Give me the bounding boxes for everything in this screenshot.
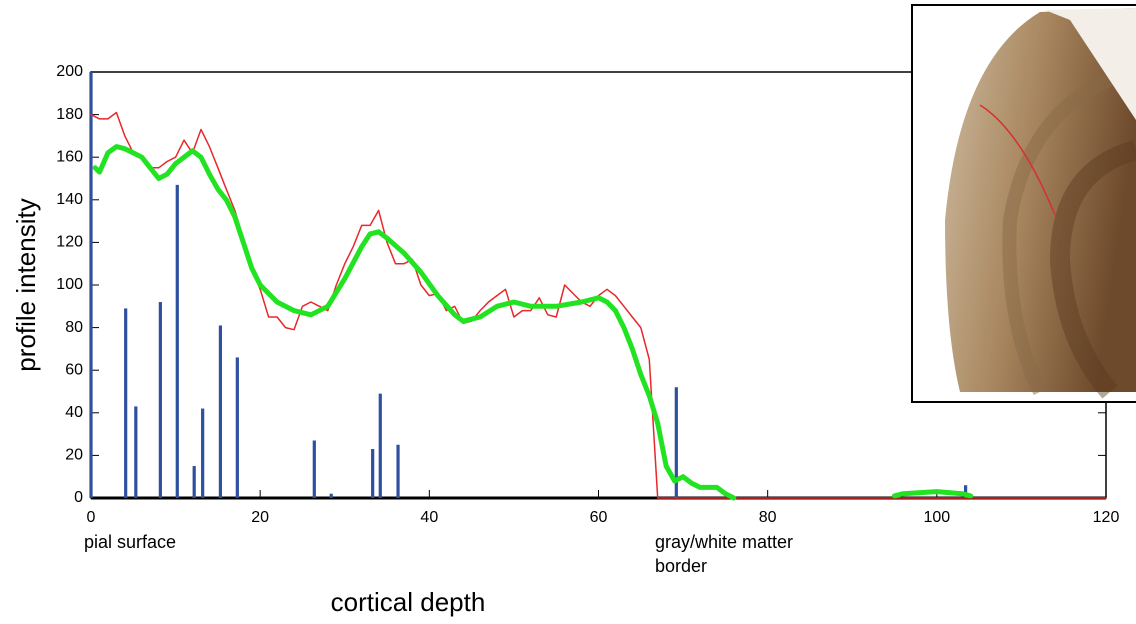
y-tick-label: 60 bbox=[65, 361, 83, 378]
x-tick-label: 60 bbox=[590, 509, 608, 526]
bar bbox=[89, 72, 93, 498]
bar bbox=[175, 184, 179, 498]
inset-micrograph bbox=[911, 4, 1136, 403]
x-tick-label: 40 bbox=[420, 509, 438, 526]
bar bbox=[218, 325, 223, 498]
plot-area: 0 20 40 60 80 100 120 140 160 180 200 0 20 40 60 80 100 1… bbox=[56, 63, 1119, 526]
x-tick-label: 0 bbox=[87, 509, 96, 526]
bar bbox=[201, 408, 205, 498]
bar bbox=[963, 485, 968, 498]
bar bbox=[371, 449, 375, 498]
bar bbox=[378, 393, 382, 498]
y-axis-label: profile intensity bbox=[11, 198, 41, 371]
x-tick-label: 20 bbox=[251, 509, 269, 526]
y-tick-label: 200 bbox=[56, 63, 83, 80]
bar bbox=[329, 493, 333, 498]
line bbox=[92, 144, 974, 501]
bar bbox=[396, 444, 400, 498]
annotation: gray/white matter border bbox=[655, 532, 794, 576]
y-tick-label: 40 bbox=[65, 404, 83, 421]
y-tick-label: 100 bbox=[56, 276, 83, 293]
y-tick-label: 180 bbox=[56, 106, 83, 123]
bar bbox=[124, 308, 128, 498]
bar bbox=[158, 302, 162, 498]
x-tick-label: 80 bbox=[759, 509, 777, 526]
y-tick-label: 140 bbox=[56, 191, 83, 208]
bar bbox=[192, 466, 196, 498]
y-tick-label: 120 bbox=[56, 234, 83, 251]
x-tick-label: 100 bbox=[923, 509, 950, 526]
line bbox=[90, 111, 1107, 499]
annotation: pial surface bbox=[84, 532, 177, 552]
y-tick-label: 160 bbox=[56, 148, 83, 165]
bar bbox=[674, 387, 678, 498]
x-axis-label: cortical depth bbox=[331, 587, 486, 617]
y-tick-label: 80 bbox=[65, 319, 83, 336]
y-tick-label: 20 bbox=[65, 447, 83, 464]
bar bbox=[312, 440, 316, 498]
x-tick-label: 120 bbox=[1093, 509, 1120, 526]
y-tick-label: 0 bbox=[74, 489, 83, 506]
bar bbox=[235, 357, 239, 498]
bar bbox=[134, 406, 138, 498]
